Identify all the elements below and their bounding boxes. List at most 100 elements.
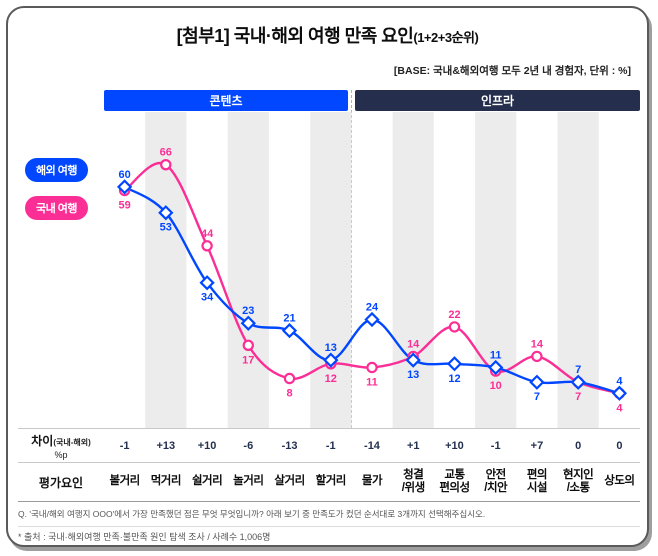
data-point-circle bbox=[283, 372, 296, 385]
factor-row-header: 평가요인 bbox=[38, 475, 84, 490]
page-title: [첨부1] 국내·해외 여행 만족 요인(1+2+3순위) bbox=[8, 22, 647, 48]
diff-value: +10 bbox=[445, 439, 464, 452]
data-point-diamond bbox=[446, 356, 463, 372]
data-point-diamond bbox=[529, 374, 545, 390]
data-label: 12 bbox=[325, 373, 337, 385]
data-point-diamond bbox=[364, 311, 380, 328]
line-chart: 60 53 34 23 21 13 24 13 12 11 7 7 4 59 66 44 17 8 12 11 14 22… bbox=[116, 112, 628, 428]
data-label: 4 bbox=[616, 375, 623, 387]
diff-value: -1 bbox=[325, 439, 336, 452]
diff-value: -6 bbox=[243, 439, 254, 452]
data-point-diamond bbox=[405, 352, 421, 368]
data-label: 14 bbox=[407, 338, 420, 350]
factor-label: 교통 편의성 bbox=[439, 468, 470, 494]
diff-unit-label: %p bbox=[54, 449, 68, 460]
factor-label: 청결/위생 bbox=[401, 468, 425, 494]
data-label: 23 bbox=[242, 305, 254, 317]
data-label: 4 bbox=[616, 402, 623, 414]
data-label: 7 bbox=[534, 391, 540, 403]
factor-label: 편의 시설 bbox=[526, 468, 548, 494]
factor-label: 물가 bbox=[361, 475, 383, 488]
data-label: 53 bbox=[160, 222, 172, 234]
diff-value: -13 bbox=[281, 439, 298, 452]
diff-value: 0 bbox=[616, 439, 623, 452]
diff-row-header: 차이(국내-해외) %p bbox=[18, 429, 104, 462]
data-point-diamond bbox=[116, 179, 133, 195]
data-point-diamond bbox=[158, 205, 174, 221]
legend-overseas-travel: 해외 여행 bbox=[25, 158, 89, 182]
data-point-diamond bbox=[281, 322, 298, 339]
data-label: 13 bbox=[407, 369, 419, 381]
data-label: 24 bbox=[366, 302, 379, 314]
section-header-infra: 인프라 bbox=[355, 90, 640, 111]
data-label: 66 bbox=[160, 147, 172, 159]
data-label: 60 bbox=[118, 169, 130, 181]
diff-value: +7 bbox=[530, 439, 544, 452]
diff-value: +1 bbox=[406, 439, 420, 452]
report-card: [첨부1] 국내·해외 여행 만족 요인(1+2+3순위) [BASE: 국내&… bbox=[6, 6, 649, 547]
data-point-diamond bbox=[488, 359, 504, 376]
data-label: 7 bbox=[575, 364, 581, 376]
factor-label: 안전/치안 bbox=[484, 468, 508, 494]
data-point-diamond bbox=[323, 352, 339, 368]
data-label: 22 bbox=[448, 309, 460, 321]
title-main: [첨부1] 국내·해외 여행 만족 요인 bbox=[176, 26, 414, 46]
diff-value: -14 bbox=[364, 439, 380, 452]
data-point-circle bbox=[201, 240, 213, 252]
diff-label: 차이 bbox=[31, 433, 54, 448]
column-stripe bbox=[227, 112, 269, 428]
data-point-circle bbox=[242, 339, 254, 351]
series-line bbox=[123, 161, 620, 395]
factor-label: 살거리 bbox=[274, 475, 305, 488]
data-label: 7 bbox=[575, 391, 581, 403]
data-label: 11 bbox=[366, 377, 378, 389]
diff-value: +13 bbox=[156, 439, 176, 452]
diff-row-header-line1: 차이(국내-해외) bbox=[31, 432, 91, 450]
data-label: 34 bbox=[201, 292, 214, 304]
diff-value: 0 bbox=[575, 439, 582, 452]
diff-label-sub: (국내-해외) bbox=[53, 437, 91, 447]
data-point-circle bbox=[366, 361, 378, 374]
factor-label: 쉴거리 bbox=[191, 475, 223, 488]
data-label: 12 bbox=[448, 373, 460, 385]
source-note: * 출처 : 국내·해외여행 만족·불만족 원인 탐색 조사 / 사례수 1,0… bbox=[18, 532, 271, 542]
section-header-contents: 콘텐츠 bbox=[104, 90, 348, 111]
diff-values-row: -1 +13 +10 -6 -13 -1 -14 +1 +10 -1 +7 0 0 bbox=[104, 429, 640, 462]
data-label: 44 bbox=[201, 228, 214, 240]
data-label: 8 bbox=[286, 388, 292, 400]
factor-label: 볼거리 bbox=[109, 475, 140, 488]
data-label: 13 bbox=[325, 342, 337, 354]
data-label: 17 bbox=[242, 354, 254, 366]
legend-domestic-travel: 국내 여행 bbox=[25, 196, 89, 220]
diff-row: 차이(국내-해외) %p -1 +13 +10 -6 -13 -1 -14 +1 +10 -1 +7… bbox=[18, 428, 640, 462]
column-stripe bbox=[392, 112, 434, 428]
data-point-diamond bbox=[570, 374, 586, 390]
factor-label: 현지인/소통 bbox=[563, 468, 594, 494]
data-point-circle bbox=[531, 350, 543, 363]
factor-label: 놀거리 bbox=[233, 475, 264, 488]
base-note: [BASE: 국내&해외여행 모두 2년 내 경험자, 단위 : %] bbox=[393, 65, 631, 77]
section-divider-dashed bbox=[351, 90, 352, 428]
diff-value: -1 bbox=[119, 439, 130, 452]
data-label: 14 bbox=[531, 338, 544, 350]
survey-question: Q. '국내/해외 여행지 OOO'에서 가장 만족했던 점은 무엇 무엇입니까… bbox=[18, 508, 640, 527]
factor-labels-row: 볼거리 먹거리 쉴거리 놀거리 살거리 할거리 물가 청결/위생 교통 편의성 안전/치안 편의 시설 현… bbox=[104, 463, 640, 501]
data-label: 10 bbox=[490, 380, 502, 392]
factor-label: 할거리 bbox=[315, 475, 347, 488]
factor-label: 상도의 bbox=[604, 475, 635, 488]
data-point-diamond bbox=[611, 385, 628, 401]
data-point-circle bbox=[160, 159, 172, 171]
data-point-diamond bbox=[199, 275, 215, 291]
data-label: 11 bbox=[490, 350, 502, 362]
title-suffix: (1+2+3순위) bbox=[413, 30, 479, 45]
factor-row: 평가요인 볼거리 먹거리 쉴거리 놀거리 살거리 할거리 물가 청결/위생 교통 편의성 안전/치안… bbox=[18, 462, 640, 502]
column-stripe bbox=[310, 112, 352, 428]
diff-value: +10 bbox=[197, 439, 217, 452]
data-point-circle bbox=[448, 321, 461, 333]
data-label: 59 bbox=[118, 200, 130, 212]
data-label: 21 bbox=[283, 313, 295, 325]
factor-label: 먹거리 bbox=[150, 475, 182, 488]
diff-value: -1 bbox=[490, 439, 501, 452]
data-point-diamond bbox=[240, 315, 256, 331]
